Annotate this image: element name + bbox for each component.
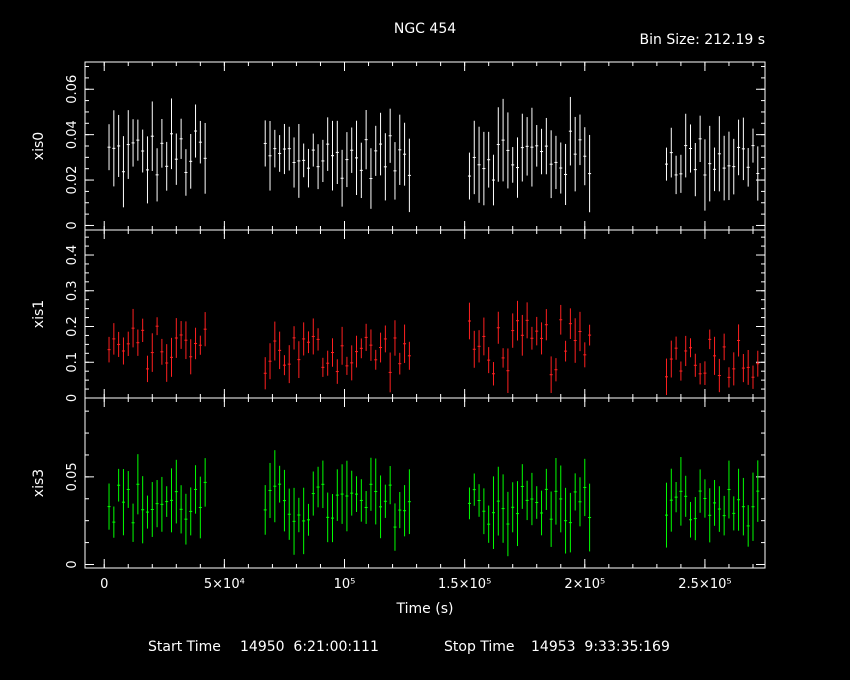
y-tick-label: 0 — [65, 394, 80, 402]
y-tick-label: 0.06 — [65, 75, 80, 104]
y-tick-label: 0.04 — [65, 120, 80, 149]
series-xis1 — [107, 300, 760, 396]
chart-title: NGC 454 — [394, 21, 456, 37]
panel-xis1: 0 0.1 0.2 0.3 0.4 xis1 — [31, 229, 766, 402]
panels: 0 0.02 0.04 0.06 xis0 0 0.1 0.2 0.3 0.4 xis1 0 0.05 x… — [31, 61, 766, 617]
series-xis3 — [107, 450, 760, 557]
y-tick-label: 0.3 — [65, 280, 80, 301]
y-axis-label: xis0 — [31, 132, 47, 160]
x-tick-label: 2.5×10⁵ — [678, 577, 731, 592]
x-tick-label: 0 — [100, 577, 108, 592]
stop-time-label: Stop Time — [444, 639, 515, 655]
x-tick-label: 5×10⁴ — [204, 577, 245, 592]
y-tick-label: 0.2 — [65, 316, 80, 337]
y-axis-label: xis3 — [31, 469, 47, 497]
y-tick-label: 0 — [65, 221, 80, 229]
x-tick-label: 1.5×10⁵ — [438, 577, 491, 592]
start-time-value: 14950 6:21:00:111 — [240, 639, 379, 655]
y-tick-label: 0.4 — [65, 245, 80, 266]
y-axis-label: xis1 — [31, 300, 47, 328]
bin-size-label: Bin Size: 212.19 s — [640, 32, 765, 48]
panel-frame — [84, 61, 766, 231]
stop-time-value: 14953 9:33:35:169 — [531, 639, 670, 655]
y-tick-label: 0 — [65, 560, 80, 568]
y-tick-label: 0.02 — [65, 166, 80, 195]
y-tick-label: 0.1 — [65, 352, 80, 373]
panel-xis0: 0 0.02 0.04 0.06 xis0 — [31, 61, 766, 231]
panel-frame — [84, 229, 766, 399]
panel-frame — [84, 397, 766, 569]
series-xis0 — [107, 96, 760, 213]
x-tick-label: 2×10⁵ — [564, 577, 605, 592]
x-axis-label: Time (s) — [396, 601, 454, 617]
x-tick-label: 10⁵ — [334, 577, 356, 592]
start-time-label: Start Time — [148, 639, 221, 655]
panel-xis3: 0 0.05 xis3 0 5×10⁴ 10⁵ 1.5×10⁵ 2×10⁵ 2.5×10⁵ Tim… — [31, 397, 766, 617]
y-tick-label: 0.05 — [65, 462, 80, 491]
